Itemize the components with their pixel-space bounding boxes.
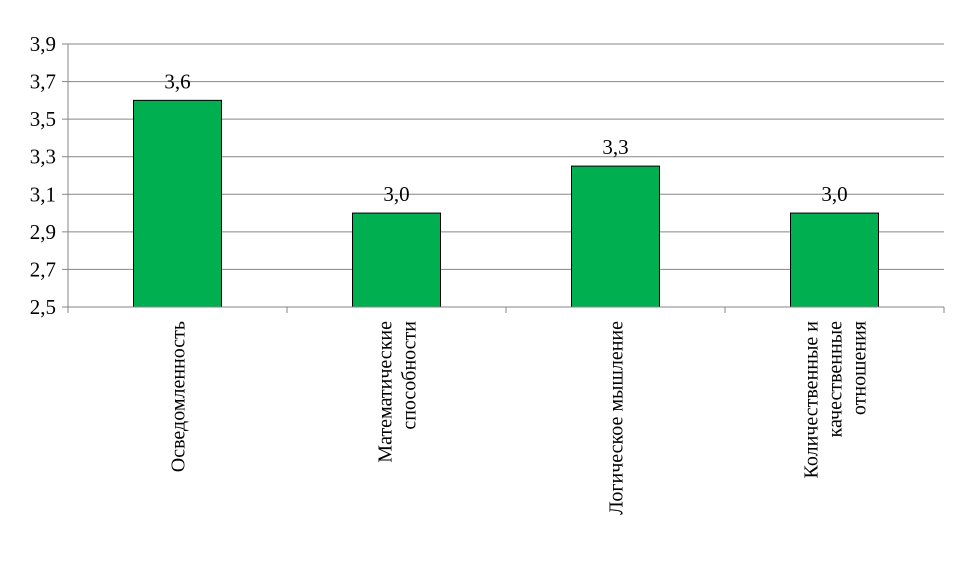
y-tick-label: 3,5 bbox=[30, 107, 56, 131]
y-tick-label: 3,3 bbox=[30, 145, 56, 169]
bar bbox=[133, 99, 222, 308]
data-label: 3,6 bbox=[164, 69, 190, 93]
data-label: 3,3 bbox=[602, 135, 628, 159]
x-category-label: Математические bbox=[375, 321, 397, 463]
x-axis-category-labels: Осведомленность Математические способности… bbox=[168, 321, 871, 515]
x-category-label: Количественные и bbox=[801, 321, 823, 479]
y-axis-tick-labels: 2,5 2,7 2,9 3,1 3,3 3,5 3,7 3,9 bbox=[30, 32, 56, 319]
data-labels: 3,6 3,0 3,3 3,0 bbox=[164, 69, 847, 206]
data-label: 3,0 bbox=[821, 182, 847, 206]
x-category-label: качественные bbox=[825, 321, 847, 438]
bar bbox=[790, 212, 879, 308]
axes bbox=[62, 43, 945, 313]
y-tick-label: 3,7 bbox=[30, 70, 56, 94]
x-category-label: Осведомленность bbox=[168, 321, 190, 472]
x-category-label: Логическое мышление bbox=[606, 321, 628, 515]
bar bbox=[571, 165, 660, 308]
y-tick-label: 2,5 bbox=[30, 295, 56, 319]
y-tick-label: 3,1 bbox=[30, 182, 56, 206]
y-tick-label: 3,9 bbox=[30, 32, 56, 56]
bar bbox=[352, 212, 441, 308]
bars bbox=[133, 99, 879, 308]
y-tick-label: 2,7 bbox=[30, 257, 56, 281]
y-tick-label: 2,9 bbox=[30, 220, 56, 244]
x-category-label: способности bbox=[399, 321, 421, 430]
x-category-label: отношения bbox=[849, 321, 871, 415]
data-label: 3,0 bbox=[383, 182, 409, 206]
